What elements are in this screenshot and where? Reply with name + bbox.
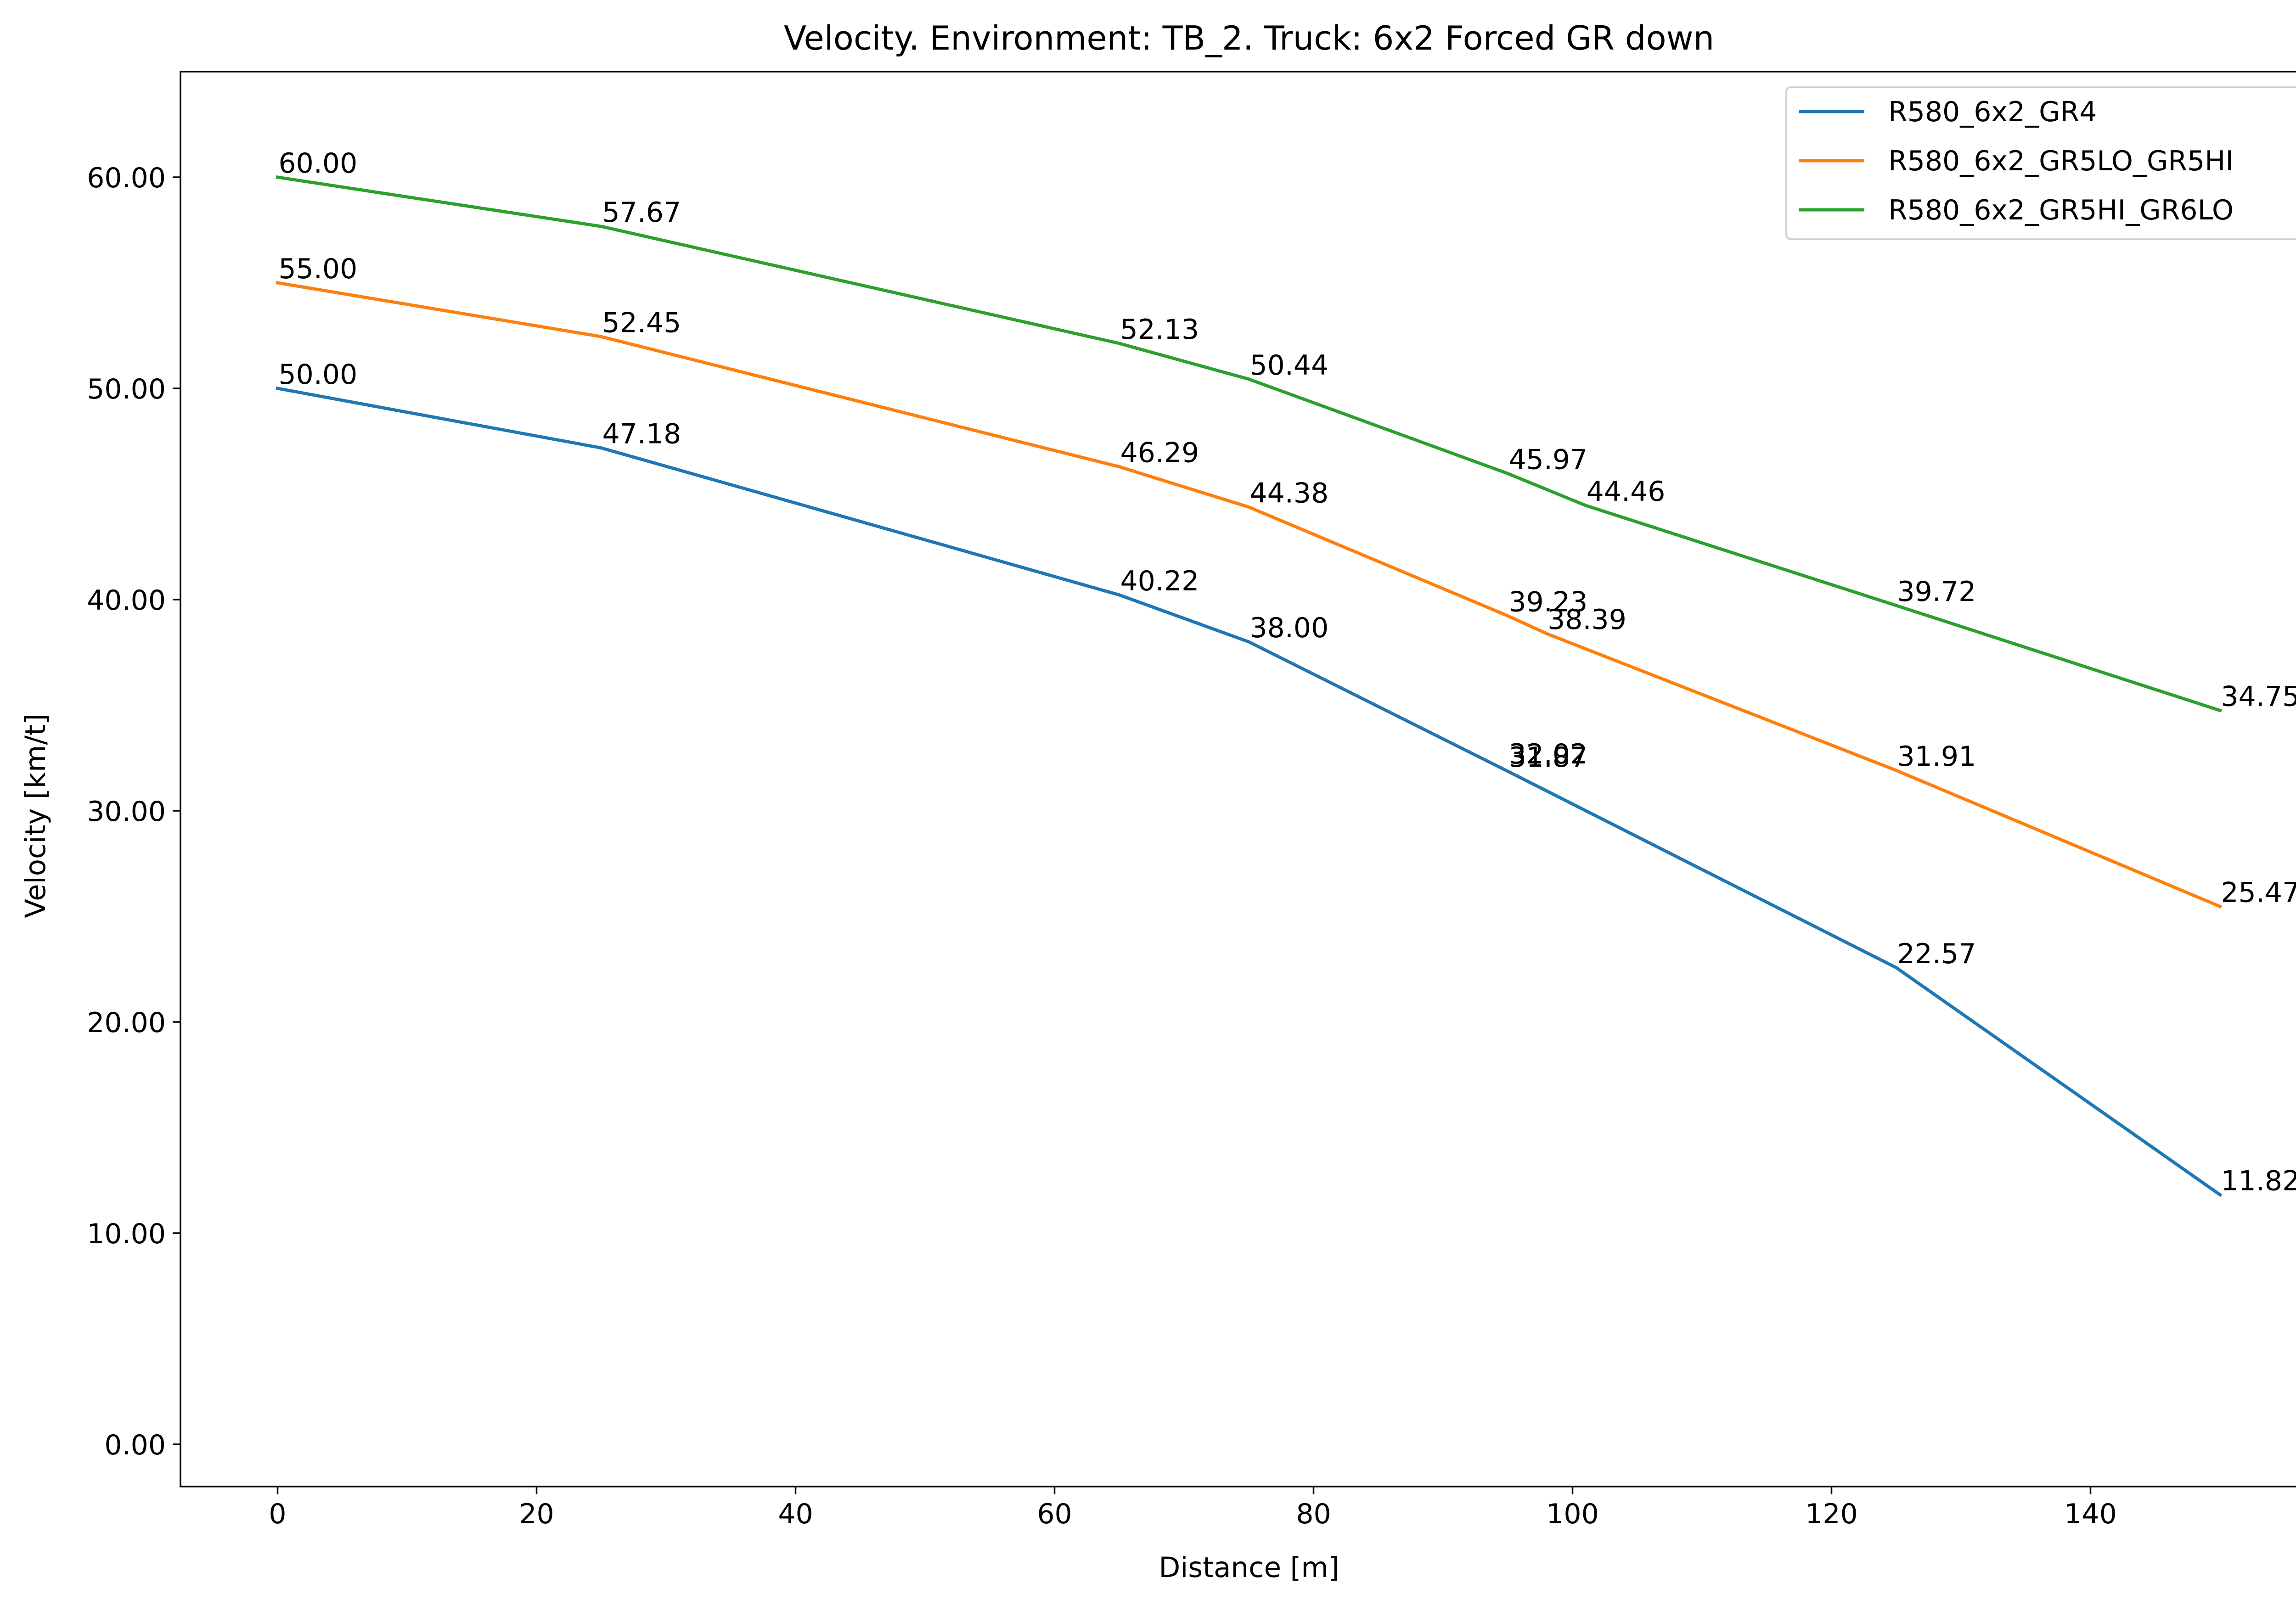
legend: R580_6x2_GR4 R580_6x2_GR5LO_GR5HI R580_6x2…	[1785, 86, 2296, 240]
y-axis-label: Velocity [km/t]	[19, 713, 52, 918]
data-label-series3-6: 44.46	[1587, 476, 1666, 508]
data-label-series3-1: 60.00	[279, 147, 358, 180]
legend-box	[1785, 86, 2296, 240]
data-label-series3-2: 57.67	[602, 196, 681, 229]
x-axis-label: Distance [m]	[1159, 1551, 1339, 1584]
x-tick-label: 60	[1037, 1498, 1072, 1530]
data-label-series1-6: 22.57	[1897, 938, 1976, 970]
series-line-1	[276, 386, 2223, 1197]
series-line-2	[276, 281, 2223, 909]
data-label-series1-7: 11.82	[2221, 1165, 2296, 1197]
series-line-3	[276, 175, 2222, 713]
x-tick-label: 20	[519, 1498, 554, 1530]
data-label-series1-1: 50.00	[279, 359, 358, 391]
y-tick-label: 20.00	[87, 1007, 166, 1039]
y-tick-label: 40.00	[87, 584, 166, 617]
data-label-series2-2: 52.45	[602, 307, 681, 339]
chart-title: Velocity. Environment: TB_2. Truck: 6x2 …	[784, 19, 1714, 57]
x-tick-label: 140	[2064, 1498, 2117, 1530]
x-tick-label: 40	[778, 1498, 813, 1530]
data-label-series1-5: 31.87	[1509, 741, 1588, 774]
data-label-series3-3: 52.13	[1120, 314, 1199, 346]
y-tick-label: 30.00	[87, 796, 166, 828]
y-tick-label: 0.00	[104, 1429, 166, 1461]
y-tick-label: 10.00	[87, 1218, 166, 1250]
plot-frame	[180, 71, 2296, 1487]
data-label-series3-5: 45.97	[1509, 443, 1588, 476]
x-tick-label: 120	[1805, 1498, 1858, 1530]
annotation-label-1: 32.02	[1509, 738, 1588, 770]
data-label-series2-5: 39.23	[1509, 586, 1588, 618]
data-label-series2-3: 46.29	[1120, 437, 1199, 469]
y-tick-label: 50.00	[87, 373, 166, 405]
data-label-series1-4: 38.00	[1250, 612, 1329, 644]
data-label-series1-2: 47.18	[602, 418, 681, 450]
data-label-series2-8: 25.47	[2221, 876, 2296, 909]
legend-entry-1: R580_6x2_GR4	[1888, 96, 2097, 128]
legend-entry-3: R580_6x2_GR5HI_GR6LO	[1888, 194, 2234, 226]
x-tick-label: 80	[1296, 1498, 1331, 1530]
y-tick-label: 60.00	[87, 162, 166, 194]
data-label-series2-4: 44.38	[1250, 477, 1329, 510]
data-label-series3-8: 34.75	[2221, 681, 2296, 713]
data-label-series1-3: 40.22	[1120, 565, 1199, 597]
x-tick-label: 0	[269, 1498, 286, 1530]
x-tick-label: 100	[1546, 1498, 1599, 1530]
plot-area: 50.00 47.18 40.22 38.00 31.87 22.57 11.82 55.00…	[87, 71, 2296, 1530]
data-label-series2-7: 31.91	[1897, 741, 1976, 773]
data-label-series3-7: 39.72	[1897, 576, 1976, 608]
data-label-series2-6: 38.39	[1548, 604, 1626, 636]
data-label-series3-4: 50.44	[1250, 349, 1329, 382]
data-label-series2-1: 55.00	[279, 253, 358, 285]
legend-entry-2: R580_6x2_GR5LO_GR5HI	[1888, 145, 2234, 177]
